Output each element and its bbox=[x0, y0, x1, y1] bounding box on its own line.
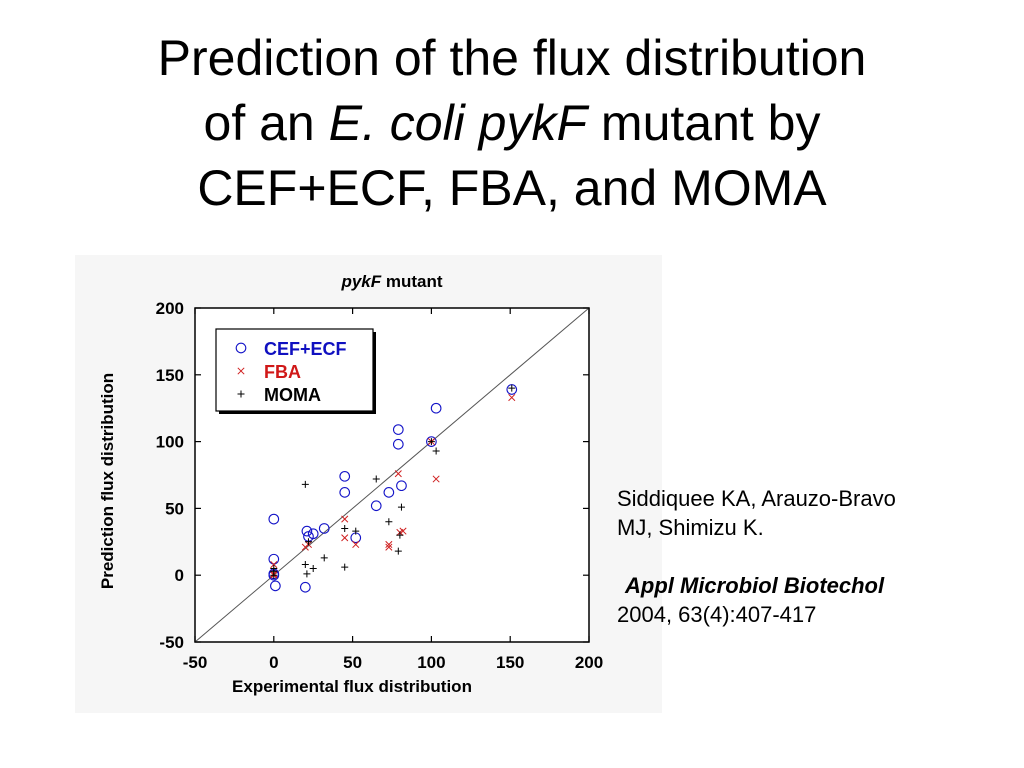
legend-label: FBA bbox=[264, 362, 301, 382]
moma-point bbox=[304, 538, 312, 546]
moma-point bbox=[270, 565, 278, 573]
moma-point bbox=[394, 547, 402, 555]
cef-ecf-point bbox=[299, 581, 311, 593]
fba-point bbox=[508, 393, 516, 402]
fba-point bbox=[341, 515, 349, 523]
cef-ecf-point bbox=[392, 438, 404, 450]
cef-ecf-point bbox=[430, 402, 442, 414]
cef-ecf-point bbox=[339, 487, 351, 498]
moma-point bbox=[301, 561, 309, 569]
citation-authors-1: Siddiquee KA, Arauzo-Bravo bbox=[617, 486, 896, 511]
y-tick-label: 50 bbox=[165, 499, 184, 518]
legend-label: MOMA bbox=[264, 385, 321, 405]
x-tick-label: 0 bbox=[269, 653, 278, 672]
cef-ecf-point bbox=[392, 424, 404, 435]
moma-point bbox=[309, 565, 317, 573]
x-tick-label: 100 bbox=[417, 653, 445, 672]
y-tick-label: 0 bbox=[175, 566, 184, 585]
y-tick-label: -50 bbox=[159, 633, 184, 652]
moma-point bbox=[320, 554, 328, 562]
x-tick-label: 200 bbox=[575, 653, 603, 672]
x-tick-label: 150 bbox=[496, 653, 524, 672]
moma-point bbox=[432, 447, 440, 455]
cef-ecf-point bbox=[318, 523, 330, 534]
moma-point bbox=[341, 563, 349, 571]
y-tick-label: 200 bbox=[156, 299, 184, 318]
moma-point bbox=[397, 503, 405, 511]
slide-title: Prediction of the flux distribution of a… bbox=[0, 26, 1024, 221]
fba-point bbox=[341, 534, 349, 542]
cef-ecf-point bbox=[307, 528, 319, 540]
cef-ecf-point bbox=[270, 580, 281, 592]
legend-label: CEF+ECF bbox=[264, 339, 347, 359]
legend-marker bbox=[235, 342, 247, 354]
title-line-3: CEF+ECF, FBA, and MOMA bbox=[197, 160, 827, 216]
y-tick-label: 100 bbox=[156, 433, 184, 452]
title-line-1: Prediction of the flux distribution bbox=[157, 30, 867, 86]
fba-point bbox=[270, 560, 278, 569]
chart-panel: pykF mutant -50 0 50 100 150 200 -50 0 50 100 150 20… bbox=[75, 255, 662, 713]
title-organism: E. coli pykF bbox=[328, 95, 588, 151]
cef-ecf-point bbox=[396, 480, 407, 492]
moma-point bbox=[372, 475, 380, 483]
legend-marker bbox=[237, 367, 245, 375]
moma-point bbox=[385, 518, 393, 526]
flux-scatter-chart: pykF mutant -50 0 50 100 150 200 -50 0 50 100 150 20… bbox=[98, 272, 603, 696]
moma-point bbox=[396, 531, 404, 539]
fba-point bbox=[399, 527, 407, 535]
fba-point bbox=[352, 540, 360, 549]
x-tick-label: -50 bbox=[183, 653, 208, 672]
citation-authors-2: MJ, Shimizu K. bbox=[617, 515, 764, 540]
moma-point bbox=[303, 570, 311, 578]
citation-volume: 2004, 63(4):407-417 bbox=[617, 602, 817, 627]
fba-point bbox=[385, 540, 393, 549]
y-tick-label: 150 bbox=[156, 366, 184, 385]
fba-point bbox=[394, 470, 402, 478]
moma-point bbox=[352, 527, 360, 535]
cef-ecf-point bbox=[268, 513, 280, 525]
fba-point bbox=[432, 475, 440, 483]
chart-title: pykF mutant bbox=[340, 272, 442, 291]
moma-point bbox=[341, 524, 349, 532]
citation-journal: Appl Microbiol Biotechol bbox=[625, 573, 885, 598]
moma-point bbox=[301, 480, 309, 488]
cef-ecf-point bbox=[370, 500, 382, 512]
legend-marker bbox=[237, 390, 245, 398]
identity-line bbox=[194, 307, 590, 643]
cef-ecf-point bbox=[426, 436, 437, 447]
title-line-2-post: mutant by bbox=[587, 95, 821, 151]
fba-point bbox=[385, 543, 393, 551]
cef-ecf-point bbox=[339, 470, 351, 482]
y-axis-label: Prediction flux distribution bbox=[98, 373, 117, 589]
citation: Siddiquee KA, Arauzo-Bravo MJ, Shimizu K… bbox=[617, 484, 977, 629]
x-tick-label: 50 bbox=[343, 653, 362, 672]
cef-ecf-point bbox=[383, 487, 395, 498]
moma-point bbox=[508, 384, 516, 392]
moma-point bbox=[427, 438, 435, 446]
title-line-2-pre: of an bbox=[203, 95, 329, 151]
cef-ecf-point bbox=[301, 525, 313, 537]
x-axis-label: Experimental flux distribution bbox=[232, 677, 472, 696]
